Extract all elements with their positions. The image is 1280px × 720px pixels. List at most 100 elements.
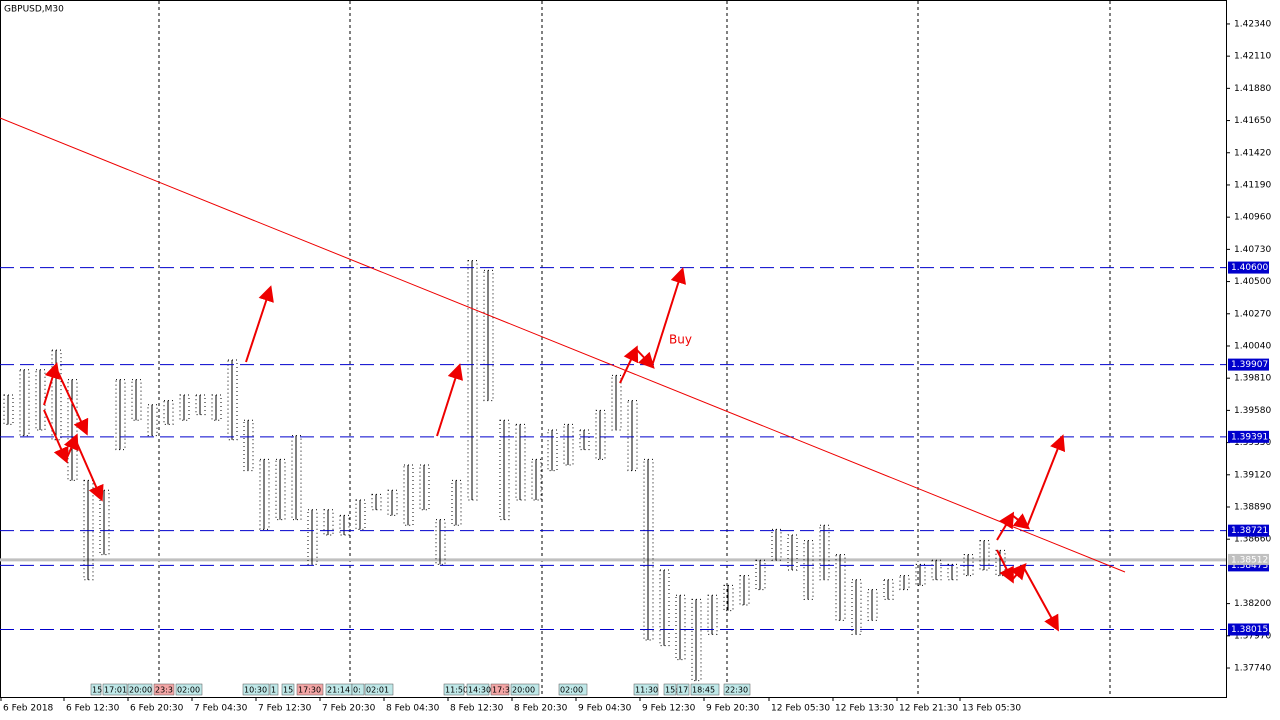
- event-label: 23:3: [155, 686, 173, 695]
- event-tag: [153, 683, 175, 696]
- x-tick-label: 9 Feb 20:30: [706, 704, 760, 714]
- event-tag: [690, 683, 720, 696]
- x-tick-label: 9 Feb 04:30: [578, 704, 632, 714]
- current-price-label: 1.38512: [1231, 555, 1268, 565]
- x-tick-label: 6 Feb 20:30: [130, 704, 184, 714]
- y-tick-label: 1.42110: [1234, 52, 1271, 62]
- event-tag: [723, 683, 751, 696]
- event-label: 17:3: [492, 686, 510, 695]
- level-tag: [1228, 358, 1269, 371]
- y-tick-label: 1.38660: [1234, 535, 1271, 545]
- y-tick-label: 1.41190: [1234, 180, 1271, 190]
- level-tag: [1228, 623, 1269, 636]
- event-tag: [663, 683, 677, 696]
- level-label: 1.39391: [1231, 432, 1268, 442]
- event-label: 22:30: [725, 686, 748, 695]
- event-label: 21:14: [327, 686, 350, 695]
- x-tick-label: 7 Feb 04:30: [194, 704, 248, 714]
- event-label: 15: [92, 686, 102, 695]
- x-tick-label: 8 Feb 12:30: [450, 704, 504, 714]
- event-label: 1: [271, 686, 276, 695]
- y-tick-label: 1.39810: [1234, 374, 1271, 384]
- event-label: 15: [283, 686, 293, 695]
- event-label: 20:00: [129, 686, 152, 695]
- x-tick-label: 8 Feb 04:30: [386, 704, 440, 714]
- y-tick-label: 1.40730: [1234, 245, 1271, 255]
- event-tag: [127, 683, 153, 696]
- x-tick-label: 13 Feb 05:30: [962, 704, 1021, 714]
- y-tick-label: 1.41880: [1234, 84, 1271, 94]
- price-tag: [1228, 553, 1269, 565]
- y-tick-label: 1.40960: [1234, 213, 1271, 223]
- event-label: 02:00: [560, 686, 583, 695]
- x-tick-label: 12 Feb 13:30: [835, 704, 894, 714]
- event-tag: [490, 683, 510, 696]
- event-tag: [466, 683, 490, 696]
- event-tag: [242, 683, 270, 696]
- event-label: 0:: [353, 686, 361, 695]
- event-label: 11:30: [635, 686, 658, 695]
- arrows: [43, 267, 1066, 632]
- event-tag: [443, 683, 465, 696]
- y-tick-label: 1.39350: [1234, 438, 1271, 448]
- event-label: 02:01: [366, 686, 389, 695]
- event-tag: [558, 683, 588, 696]
- x-tick-label: 7 Feb 20:30: [322, 704, 376, 714]
- event-label: 10:30: [244, 686, 267, 695]
- level-tag: [1228, 261, 1269, 274]
- event-tag: [633, 683, 659, 696]
- level-label: 1.38473: [1231, 561, 1268, 571]
- y-tick-label: 1.41420: [1234, 148, 1271, 158]
- event-tag: [676, 683, 690, 696]
- level-label: 1.38015: [1231, 625, 1268, 635]
- x-tick-label: 9 Feb 12:30: [642, 704, 696, 714]
- y-tick-label: 1.40270: [1234, 309, 1271, 319]
- x-tick-label: 8 Feb 20:30: [514, 704, 568, 714]
- y-tick-label: 1.40040: [1234, 341, 1271, 351]
- event-label: 15:: [665, 686, 678, 695]
- annotation: Buy: [669, 333, 692, 347]
- event-label: 02:00: [177, 686, 200, 695]
- event-label: 17:01: [104, 686, 127, 695]
- event-tag: [269, 683, 279, 696]
- y-tick-label: 1.39580: [1234, 406, 1271, 416]
- event-label: 20:00: [512, 686, 535, 695]
- y-tick-label: 1.41650: [1234, 116, 1271, 126]
- y-tick-label: 1.37970: [1234, 631, 1271, 641]
- chart-title: GBPUSD,M30: [4, 5, 64, 15]
- event-tag: [364, 683, 394, 696]
- event-label: 14:30: [468, 686, 491, 695]
- plot-frame: [0, 0, 1227, 698]
- x-tick-label: 6 Feb 2018: [3, 704, 54, 714]
- day-separators: [158, 1, 1111, 697]
- event-tag: [281, 683, 295, 696]
- level-tag: [1228, 524, 1269, 537]
- y-tick-label: 1.42340: [1234, 19, 1271, 29]
- level-tag: [1228, 430, 1269, 443]
- event-label: 17: [678, 686, 688, 695]
- event-tag: [296, 683, 324, 696]
- y-tick-label: 1.37740: [1234, 664, 1271, 674]
- level-label: 1.40600: [1231, 263, 1268, 273]
- event-tag: [351, 683, 365, 696]
- level-label: 1.39907: [1231, 360, 1268, 370]
- event-tag: [102, 683, 128, 696]
- y-tick-label: 1.38890: [1234, 502, 1271, 512]
- trend-line: [0, 117, 1126, 573]
- event-tag: [90, 683, 102, 696]
- x-tick-label: 12 Feb 21:30: [899, 704, 958, 714]
- y-tick-label: 1.39120: [1234, 470, 1271, 480]
- event-tag: [175, 683, 203, 696]
- y-tick-label: 1.40500: [1234, 277, 1271, 287]
- event-label: 17:30: [298, 686, 321, 695]
- event-label: 18:45: [692, 686, 715, 695]
- event-label: 11:50: [445, 686, 468, 695]
- event-tag: [510, 683, 540, 696]
- level-label: 1.38721: [1231, 526, 1268, 536]
- x-tick-label: 7 Feb 12:30: [258, 704, 312, 714]
- x-tick-label: 12 Feb 05:30: [771, 704, 830, 714]
- y-tick-label: 1.38200: [1234, 599, 1271, 609]
- x-tick-label: 6 Feb 12:30: [66, 704, 120, 714]
